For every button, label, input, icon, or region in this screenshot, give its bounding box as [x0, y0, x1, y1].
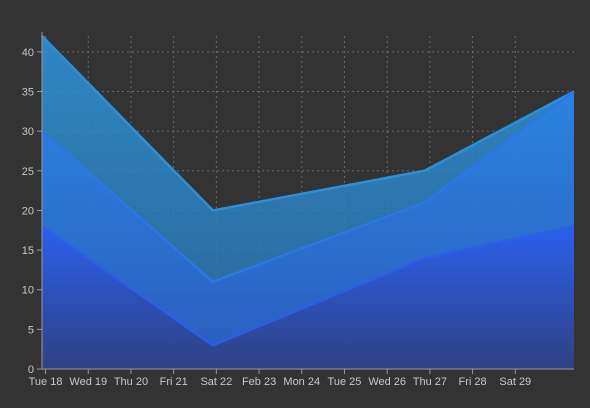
series-lines [41, 35, 575, 347]
y-tick-label: 5 [28, 324, 34, 336]
y-tick-label: 10 [22, 285, 34, 297]
x-tick-label: Fri 28 [459, 376, 487, 388]
x-tick-label: Feb 23 [242, 376, 276, 388]
axes: 0 5 10 15 20 25 30 35 40 Tue 18 Wed 19 Thu 20 Fri 21… [22, 32, 574, 388]
x-tick-label: Wed 26 [368, 376, 406, 388]
x-tick-label: Thu 27 [413, 376, 447, 388]
x-tick-label: Thu 20 [114, 376, 148, 388]
x-tick-label: Wed 19 [69, 376, 107, 388]
x-tick-label: Tue 25 [328, 376, 362, 388]
y-tick-label: 0 [28, 364, 34, 376]
y-tick-label: 40 [22, 47, 34, 59]
series-line-1 [41, 35, 575, 212]
series-line-3 [41, 225, 575, 347]
series-line-2 [41, 90, 575, 284]
x-tick-label: Fri 21 [160, 376, 188, 388]
y-tick-label: 30 [22, 126, 34, 138]
x-tick-label: Mon 24 [283, 376, 320, 388]
series-area-3 [42, 226, 574, 369]
x-tick-label: Sat 22 [200, 376, 232, 388]
y-tick-label: 25 [22, 166, 34, 178]
y-tick-label: 15 [22, 245, 34, 257]
x-tick-label: Sat 29 [499, 376, 531, 388]
y-tick-label: 20 [22, 205, 34, 217]
series-areas [42, 36, 574, 369]
y-tick-label: 35 [22, 87, 34, 99]
x-tick-label: Tue 18 [29, 376, 63, 388]
